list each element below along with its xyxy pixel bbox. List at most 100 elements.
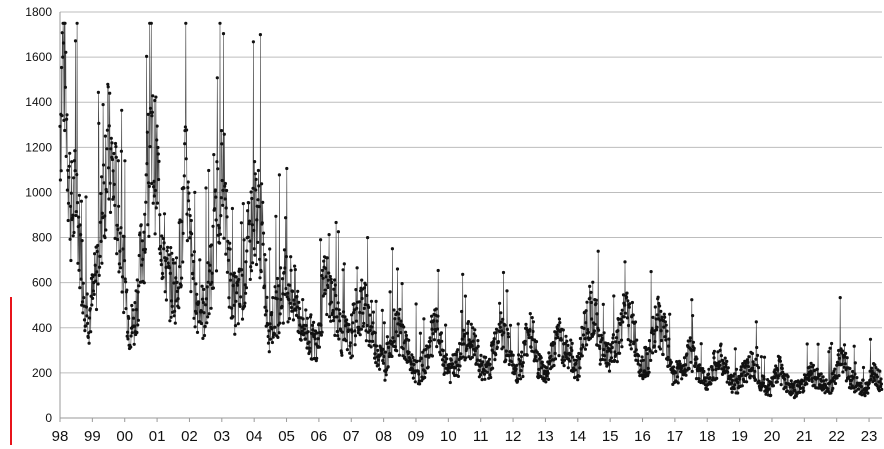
data-point [251, 261, 255, 265]
data-point [595, 312, 599, 316]
data-point [879, 377, 883, 381]
data-point [246, 209, 250, 213]
data-point [169, 246, 173, 250]
data-point [629, 339, 633, 343]
data-point [329, 319, 333, 323]
data-point [59, 169, 63, 173]
data-point [157, 247, 161, 251]
data-point [486, 360, 490, 364]
data-point [183, 125, 187, 129]
data-point [193, 325, 197, 329]
data-point [373, 352, 377, 356]
data-point [337, 337, 341, 341]
data-point [100, 175, 104, 179]
data-point [334, 293, 338, 298]
data-point [315, 356, 319, 360]
data-point [821, 375, 825, 379]
data-point [71, 213, 75, 217]
data-point [654, 328, 659, 332]
data-point [354, 319, 358, 323]
data-point [95, 249, 99, 254]
data-point [154, 206, 158, 210]
data-point [289, 305, 294, 310]
data-point [740, 384, 744, 388]
data-point [443, 360, 447, 364]
data-point [462, 342, 466, 346]
data-point [320, 330, 324, 334]
data-point [265, 295, 269, 299]
data-point [805, 342, 809, 346]
data-point [493, 358, 497, 362]
data-point [708, 376, 712, 380]
data-point [459, 352, 463, 356]
data-point [637, 354, 641, 358]
data-point [210, 271, 214, 275]
data-point [578, 357, 582, 361]
data-point [355, 266, 359, 270]
data-point [439, 331, 443, 335]
data-point [135, 330, 139, 335]
data-point [65, 113, 69, 117]
data-point [67, 164, 71, 168]
data-point [742, 370, 746, 374]
data-point [248, 277, 252, 281]
data-point [444, 353, 448, 357]
data-point [350, 330, 354, 334]
data-point [535, 359, 539, 363]
data-point [697, 377, 701, 381]
data-point [125, 334, 129, 338]
data-point [397, 353, 401, 357]
y-tick-label: 0 [45, 411, 52, 425]
data-point [385, 335, 389, 339]
data-point [319, 238, 323, 242]
data-point [267, 350, 271, 354]
data-point [355, 306, 359, 310]
data-point [562, 358, 567, 362]
data-point [286, 291, 290, 295]
data-point [141, 257, 145, 261]
data-point [310, 357, 314, 361]
data-point [237, 277, 241, 282]
data-point [801, 386, 805, 390]
data-point [249, 269, 254, 273]
data-point [654, 317, 658, 321]
data-point [880, 387, 884, 391]
data-point [863, 394, 867, 398]
data-point [138, 231, 142, 235]
data-point [523, 339, 527, 343]
data-point [654, 349, 658, 353]
data-point [765, 385, 769, 389]
data-point [185, 212, 189, 216]
data-point [83, 329, 87, 333]
data-point [723, 356, 727, 360]
data-point [481, 360, 485, 364]
data-point [70, 160, 74, 164]
data-point [515, 363, 519, 367]
data-point [516, 377, 520, 381]
data-point [219, 214, 223, 218]
data-point [771, 384, 776, 388]
data-point [161, 236, 165, 241]
data-point [611, 340, 615, 345]
data-point [724, 362, 728, 366]
data-point [149, 21, 153, 25]
data-point [386, 365, 390, 369]
data-point [230, 206, 234, 211]
data-point [740, 373, 744, 377]
data-point [511, 353, 515, 357]
data-point [116, 227, 120, 231]
data-point [382, 321, 386, 325]
data-point [82, 318, 87, 322]
data-point [249, 190, 253, 194]
data-point [392, 339, 396, 343]
data-point [228, 241, 232, 245]
data-point [436, 268, 440, 273]
data-point [232, 271, 236, 275]
data-point [815, 367, 819, 371]
data-point [859, 385, 864, 389]
data-point [808, 365, 812, 369]
data-point [152, 194, 156, 198]
data-point [120, 108, 124, 112]
data-point [753, 378, 758, 382]
data-point [383, 378, 387, 382]
